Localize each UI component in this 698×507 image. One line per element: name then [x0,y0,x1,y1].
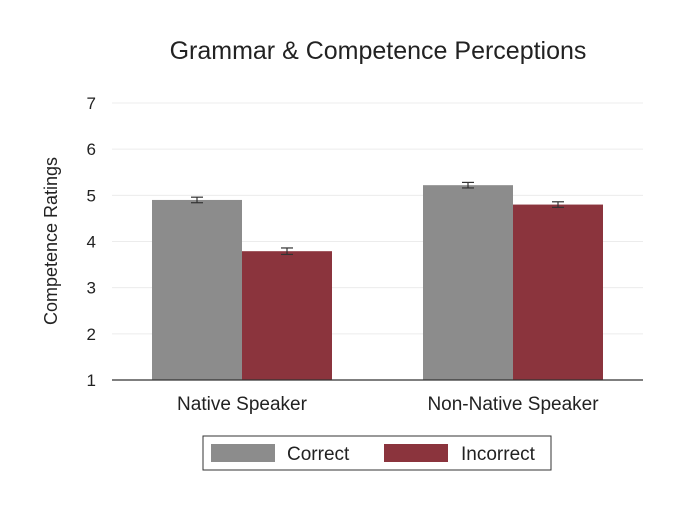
y-tick-label: 7 [87,94,96,113]
error-bar [462,181,474,189]
bar-correct-non-native-speaker [423,185,513,380]
error-bar [281,247,293,256]
legend-swatch-incorrect [384,444,448,462]
bar-incorrect-non-native-speaker [513,204,603,380]
bar-incorrect-native-speaker [242,251,332,380]
y-tick-label: 4 [87,233,96,252]
bars [152,185,603,380]
x-category-label: Non-Native Speaker [427,394,599,415]
y-tick-label: 1 [87,371,96,390]
x-axis-categories: Native Speaker Non-Native Speaker [177,394,599,415]
error-bars [191,181,564,256]
legend-label-correct: Correct [287,444,350,465]
chart-title: Grammar & Competence Perceptions [170,37,587,65]
y-axis-ticks: 1 2 3 4 5 6 7 [87,94,96,390]
y-tick-label: 3 [87,279,96,298]
y-axis-label: Competence Ratings [41,157,61,325]
legend: Correct Incorrect [202,435,552,471]
bar-correct-native-speaker [152,199,242,380]
legend-swatch-correct [211,444,275,462]
x-category-label: Native Speaker [177,394,308,415]
y-tick-label: 2 [87,325,96,344]
y-tick-label: 5 [87,186,96,205]
y-tick-label: 6 [87,140,96,159]
error-bar [552,201,564,208]
error-bar [191,196,203,204]
legend-label-incorrect: Incorrect [461,444,536,465]
